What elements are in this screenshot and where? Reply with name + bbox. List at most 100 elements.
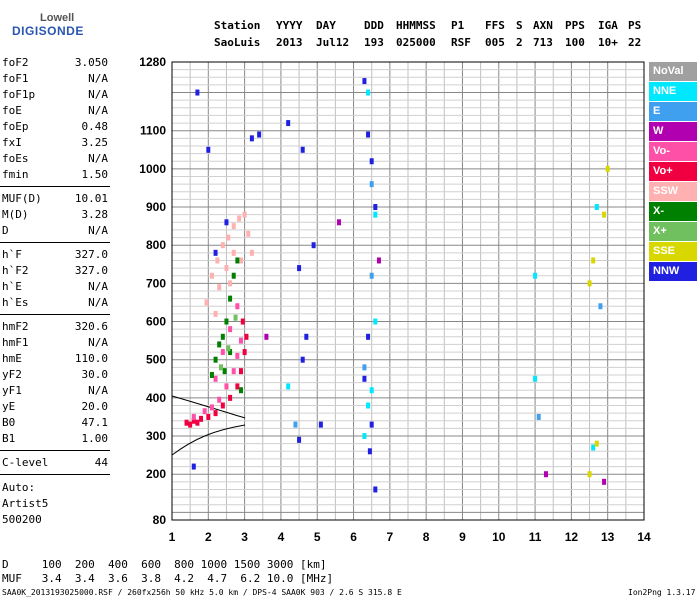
param-value: 47.1 <box>81 416 109 429</box>
param-key: h`F2 <box>2 264 29 277</box>
y-tick-label: 400 <box>146 391 166 405</box>
param-value: 10.01 <box>74 192 108 205</box>
echo-point <box>587 471 592 478</box>
header-value: 100 <box>565 36 585 49</box>
param-value: N/A <box>88 152 108 165</box>
param-key: B1 <box>2 432 16 445</box>
echo-point <box>543 471 548 478</box>
echo-point <box>362 78 367 85</box>
param-row: B0 47.1 <box>2 415 108 431</box>
echo-point <box>300 356 305 363</box>
plot-frame <box>171 61 645 521</box>
echo-point <box>217 396 222 403</box>
echo-point <box>602 478 607 485</box>
x-tick-label: 11 <box>529 530 542 544</box>
param-key: yF2 <box>2 368 22 381</box>
legend-item: SSW <box>649 182 697 201</box>
header-value: 025000 <box>396 36 436 49</box>
echo-point <box>238 337 243 344</box>
echo-point <box>376 257 381 264</box>
echo-point <box>191 463 196 470</box>
auto-code: 500200 <box>2 513 42 526</box>
param-value: 30.0 <box>81 368 109 381</box>
x-tick-label: 4 <box>278 530 285 544</box>
header-label: Station <box>214 19 261 32</box>
footer-file-info: SAA0K_2013193025000.RSF / 260fx256h 50 k… <box>2 588 402 597</box>
divider <box>0 186 110 187</box>
logo-text-lowell: Lowell <box>40 12 75 24</box>
param-value: 44 <box>94 456 108 469</box>
param-row: foEp 0.48 <box>2 119 108 135</box>
echo-point <box>594 204 599 211</box>
param-key: fxI <box>2 136 22 149</box>
echo-point <box>297 265 302 272</box>
param-row: foE N/A <box>2 103 108 119</box>
echo-point <box>231 368 236 375</box>
param-key: foEp <box>2 120 29 133</box>
header-label: P1 <box>451 19 465 32</box>
echo-point <box>366 402 371 409</box>
echo-point <box>362 364 367 371</box>
echo-point <box>304 333 309 340</box>
header-label: DDD <box>364 19 384 32</box>
y-tick-label: 900 <box>146 200 166 214</box>
header-label: S <box>516 19 523 32</box>
y-tick-label: 700 <box>146 276 166 290</box>
echo-point <box>228 280 233 287</box>
echo-point <box>311 242 316 249</box>
echo-point <box>213 375 218 382</box>
param-row: M(D) 3.28 <box>2 207 108 223</box>
echo-point <box>188 421 193 428</box>
param-key: yF1 <box>2 384 22 397</box>
param-value: 20.0 <box>81 400 109 413</box>
echo-point <box>213 410 218 417</box>
header-value: 22 <box>628 36 642 49</box>
x-tick-label: 12 <box>565 530 579 544</box>
echo-point <box>242 349 247 356</box>
header-label: PPS <box>565 19 585 32</box>
echo-point <box>264 333 269 340</box>
echo-point <box>246 230 251 237</box>
echo-point <box>215 257 220 264</box>
param-row: foF2 3.050 <box>2 55 108 71</box>
param-value: N/A <box>88 88 108 101</box>
echo-point <box>217 341 222 348</box>
x-tick-labels: 1 2 3 4 5 6 7 8 9 10 11 12 13 14 <box>169 530 651 544</box>
header-label: AXN <box>533 19 553 32</box>
x-tick-label: 9 <box>459 530 466 544</box>
header-label: PS <box>628 19 642 32</box>
header-value: 2 <box>516 36 523 49</box>
echo-point <box>224 219 229 226</box>
echo-point <box>591 257 596 264</box>
param-row: D N/A <box>2 223 108 239</box>
echo-point <box>226 234 231 241</box>
param-key: h`F <box>2 248 22 261</box>
echo-point <box>195 89 200 96</box>
echo-point <box>191 417 196 424</box>
param-row: hmF2 320.6 <box>2 319 108 335</box>
y-tick-labels: 80 200 300 400 500 600 700 800 900 1000 1100 1280 <box>139 55 166 527</box>
echo-point <box>533 375 538 382</box>
echo-point <box>536 413 541 420</box>
x-tick-label: 13 <box>601 530 615 544</box>
echo-point <box>235 383 240 390</box>
echo-point <box>293 421 298 428</box>
param-key: h`Es <box>2 296 29 309</box>
param-row: fxI 3.25 <box>2 135 108 151</box>
echo-point <box>366 333 371 340</box>
param-value: 110.0 <box>74 352 108 365</box>
echo-point <box>257 131 262 138</box>
echo-point <box>337 219 342 226</box>
echo-point <box>238 387 243 394</box>
header-label: DAY <box>316 19 336 32</box>
param-key: foE <box>2 104 22 117</box>
echo-point <box>209 371 214 378</box>
echo-point <box>366 89 371 96</box>
echo-point <box>206 146 211 153</box>
echo-point <box>249 135 254 142</box>
echo-point <box>366 131 371 138</box>
header-value: 2013 <box>276 36 303 49</box>
distance-row: D 100 200 400 600 800 1000 1500 3000 [km… <box>2 558 327 571</box>
header-label: HHMMSS <box>396 19 436 32</box>
